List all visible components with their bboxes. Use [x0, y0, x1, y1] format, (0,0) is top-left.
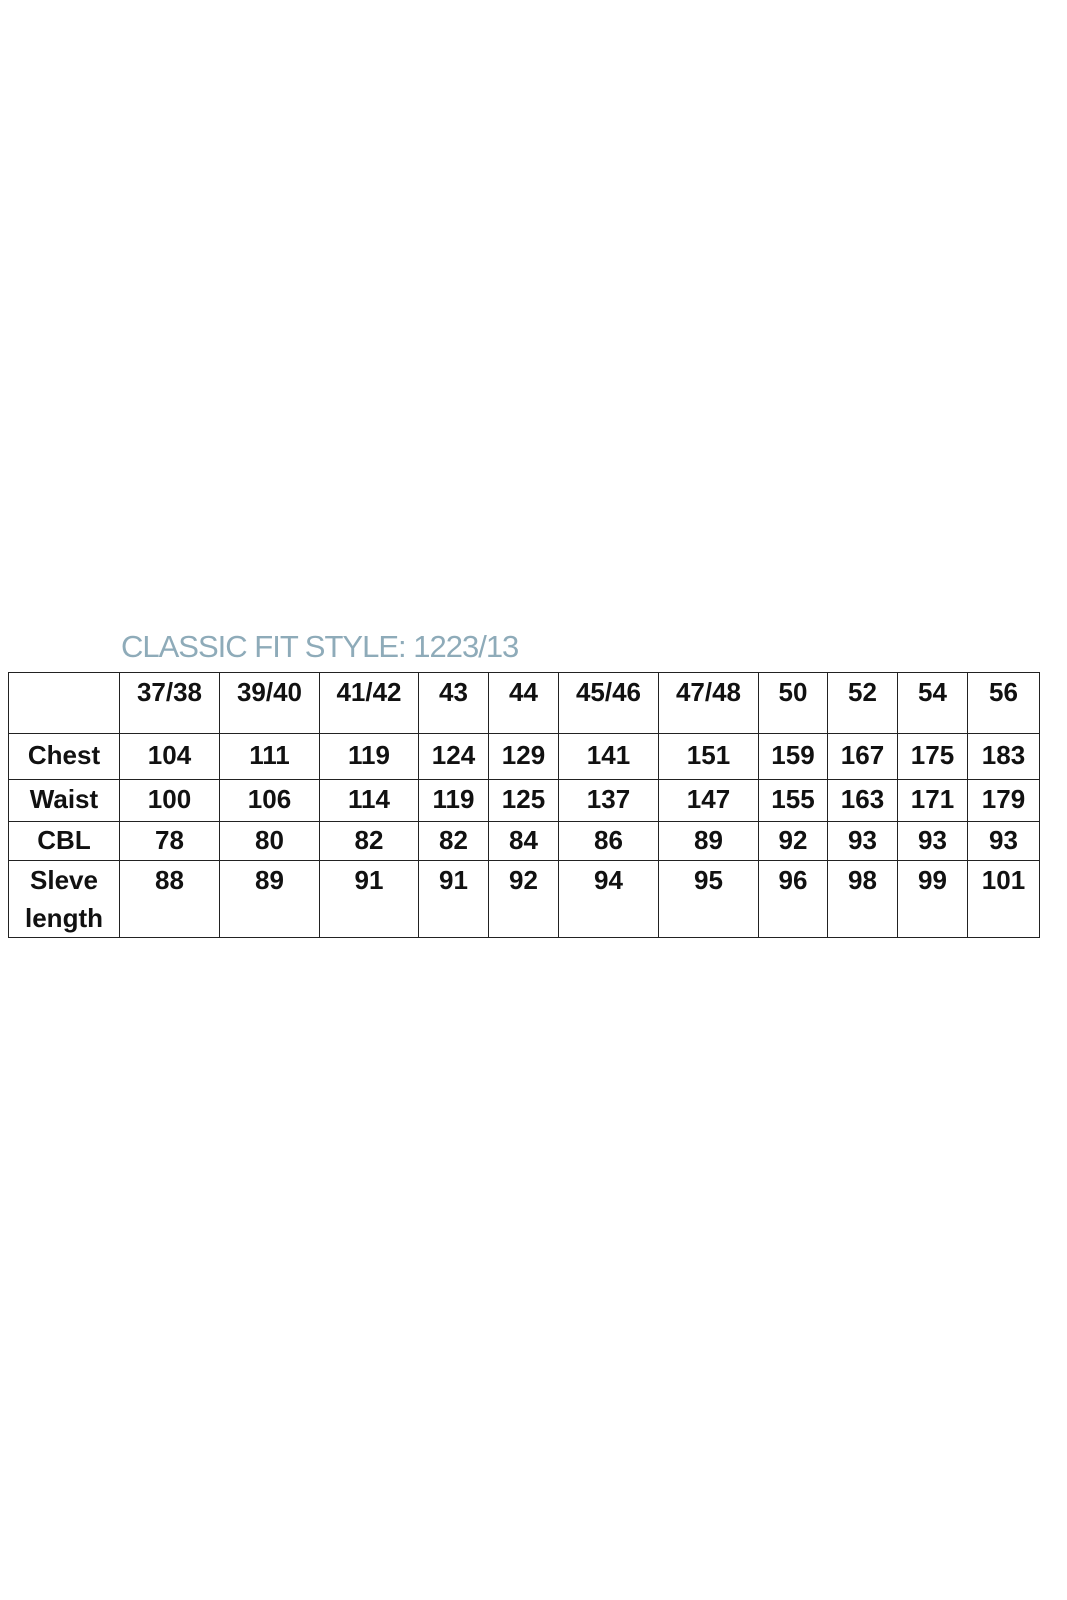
table-row: Sleve length 88 89 91 91 92 94 95 96 98 99 101: [8, 860, 1040, 938]
size-header-cell: 52: [827, 672, 898, 734]
row-label: CBL: [8, 821, 120, 861]
size-chart-table: 37/38 39/40 41/42 43 44 45/46 47/48 50 52 54 56 Che…: [8, 672, 1040, 938]
measurement-cell: 114: [319, 779, 419, 822]
measurement-cell: 96: [758, 860, 828, 938]
measurement-cell: 104: [119, 733, 220, 780]
measurement-cell: 82: [418, 821, 489, 861]
measurement-cell: 119: [418, 779, 489, 822]
measurement-cell: 167: [827, 733, 898, 780]
measurement-cell: 163: [827, 779, 898, 822]
measurement-cell: 93: [827, 821, 898, 861]
measurement-cell: 78: [119, 821, 220, 861]
measurement-cell: 92: [758, 821, 828, 861]
measurement-cell: 89: [658, 821, 759, 861]
table-row: Chest 104 111 119 124 129 141 151 159 167 175 183: [8, 733, 1040, 780]
measurement-cell: 119: [319, 733, 419, 780]
measurement-cell: 94: [558, 860, 659, 938]
measurement-cell: 80: [219, 821, 320, 861]
row-label: Sleve length: [8, 860, 120, 938]
measurement-cell: 111: [219, 733, 320, 780]
size-header-cell: 39/40: [219, 672, 320, 734]
measurement-cell: 141: [558, 733, 659, 780]
size-header-cell: 43: [418, 672, 489, 734]
measurement-cell: 93: [897, 821, 968, 861]
size-header-cell: 44: [488, 672, 559, 734]
measurement-cell: 183: [967, 733, 1040, 780]
row-label: Waist: [8, 779, 120, 822]
measurement-cell: 124: [418, 733, 489, 780]
measurement-cell: 100: [119, 779, 220, 822]
measurement-cell: 171: [897, 779, 968, 822]
measurement-cell: 93: [967, 821, 1040, 861]
measurement-cell: 151: [658, 733, 759, 780]
measurement-cell: 82: [319, 821, 419, 861]
table-row: CBL 78 80 82 82 84 86 89 92 93 93 93: [8, 821, 1040, 861]
measurement-cell: 98: [827, 860, 898, 938]
measurement-cell: 106: [219, 779, 320, 822]
measurement-cell: 89: [219, 860, 320, 938]
measurement-cell: 175: [897, 733, 968, 780]
size-header-cell: 45/46: [558, 672, 659, 734]
measurement-cell: 84: [488, 821, 559, 861]
measurement-cell: 179: [967, 779, 1040, 822]
corner-cell: [8, 672, 120, 734]
measurement-cell: 129: [488, 733, 559, 780]
measurement-cell: 147: [658, 779, 759, 822]
row-label: Chest: [8, 733, 120, 780]
table-row: Waist 100 106 114 119 125 137 147 155 163 171 179: [8, 779, 1040, 822]
measurement-cell: 88: [119, 860, 220, 938]
size-header-cell: 54: [897, 672, 968, 734]
measurement-cell: 91: [418, 860, 489, 938]
size-header-cell: 56: [967, 672, 1040, 734]
header-row: 37/38 39/40 41/42 43 44 45/46 47/48 50 52 54 56: [8, 672, 1040, 734]
measurement-cell: 92: [488, 860, 559, 938]
size-header-cell: 41/42: [319, 672, 419, 734]
measurement-cell: 159: [758, 733, 828, 780]
measurement-cell: 91: [319, 860, 419, 938]
measurement-cell: 155: [758, 779, 828, 822]
measurement-cell: 95: [658, 860, 759, 938]
page-title: CLASSIC FIT STYLE: 1223/13: [121, 629, 519, 664]
measurement-cell: 86: [558, 821, 659, 861]
size-header-cell: 50: [758, 672, 828, 734]
measurement-cell: 125: [488, 779, 559, 822]
size-header-cell: 37/38: [119, 672, 220, 734]
size-header-cell: 47/48: [658, 672, 759, 734]
measurement-cell: 99: [897, 860, 968, 938]
measurement-cell: 137: [558, 779, 659, 822]
measurement-cell: 101: [967, 860, 1040, 938]
